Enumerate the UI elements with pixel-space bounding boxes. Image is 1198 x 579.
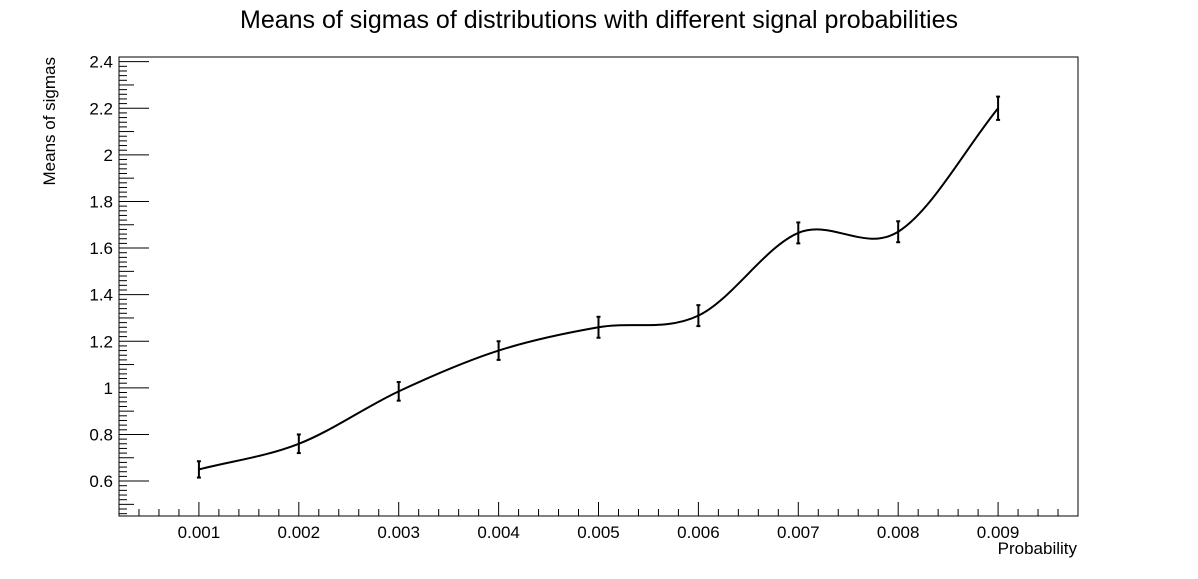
data-point — [897, 230, 900, 233]
y-axis: 0.6 0.8 1 1.2 1.4 1.6 1.8 2 2.2 2.4 — [89, 53, 149, 515]
data-point — [197, 468, 200, 471]
y-tick-label: 0.6 — [89, 472, 113, 491]
series-line-0 — [198, 107, 999, 471]
y-tick-label: 0.8 — [89, 425, 113, 444]
y-tick-label: 2 — [104, 146, 113, 165]
data-point — [297, 442, 300, 445]
y-axis-title: Means of sigmas — [40, 57, 59, 186]
chart-title: Means of sigmas of distributions with di… — [240, 6, 958, 34]
data-point — [497, 349, 500, 352]
x-axis: 0.001 0.002 0.003 0.004 0.005 0.006 0.007 0.008… — [118, 502, 1079, 542]
x-tick-label: 0.002 — [278, 523, 321, 542]
x-tick-label: 0.003 — [377, 523, 420, 542]
data-point — [997, 107, 1000, 110]
x-tick-label: 0.005 — [577, 523, 620, 542]
y-tick-label: 2.2 — [89, 99, 113, 118]
x-tick-label: 0.001 — [178, 523, 221, 542]
y-tick-label: 1.8 — [89, 192, 113, 211]
x-tick-label: 0.004 — [477, 523, 520, 542]
y-tick-label: 1.6 — [89, 239, 113, 258]
x-axis-title: Probability — [998, 539, 1078, 558]
y-tick-label: 2.4 — [89, 53, 113, 72]
data-point — [697, 314, 700, 317]
data-series — [196, 95, 1001, 479]
x-tick-label: 0.009 — [977, 523, 1020, 542]
data-point — [397, 390, 400, 393]
x-tick-label: 0.008 — [877, 523, 920, 542]
x-tick-label: 0.006 — [677, 523, 720, 542]
y-tick-label: 1.4 — [89, 286, 113, 305]
x-tick-label: 0.007 — [777, 523, 820, 542]
y-tick-label: 1.2 — [89, 332, 113, 351]
y-tick-label: 1 — [104, 379, 113, 398]
data-point — [597, 326, 600, 329]
data-point — [797, 231, 800, 234]
